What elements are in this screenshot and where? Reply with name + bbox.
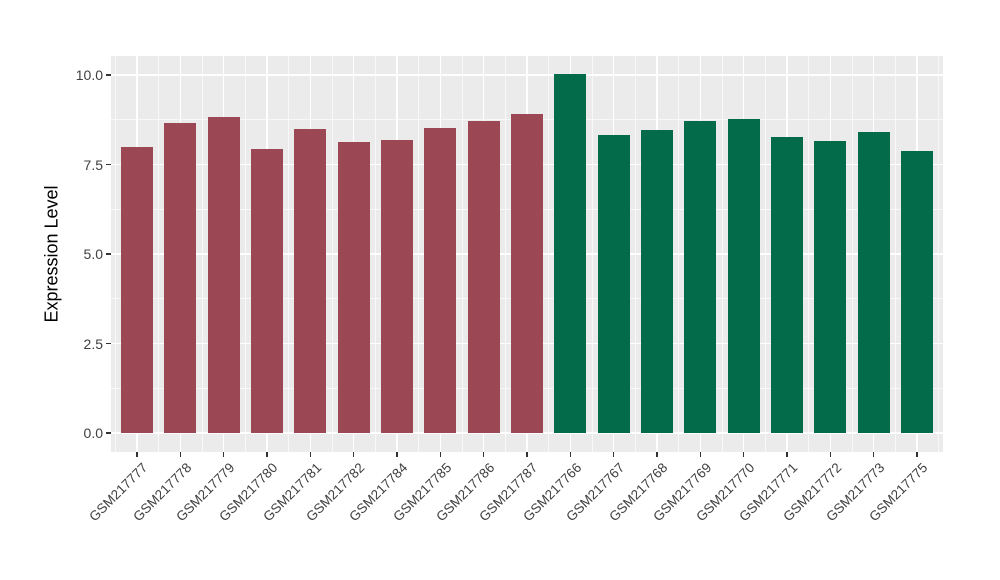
- bar-GSM217771: [771, 136, 803, 433]
- x-tick: [353, 452, 355, 457]
- x-tick: [136, 452, 138, 457]
- bar-GSM217767: [597, 134, 630, 433]
- gridline-minor-vertical: [548, 56, 550, 452]
- y-tick-label: 5.0: [83, 246, 103, 262]
- bar-GSM217779: [207, 116, 240, 433]
- bar-GSM217782: [337, 141, 370, 433]
- gridline-minor-vertical: [504, 56, 506, 452]
- bar-GSM217773: [857, 132, 890, 433]
- gridline-minor-vertical: [374, 56, 376, 452]
- bar-GSM217766: [554, 74, 587, 433]
- y-tick-label: 0.0: [83, 425, 103, 441]
- gridline-minor-vertical: [634, 56, 636, 452]
- gridline-minor-vertical: [938, 56, 940, 452]
- gridline-minor-vertical: [201, 56, 203, 452]
- bar-GSM217781: [294, 128, 327, 433]
- x-tick: [699, 452, 701, 457]
- y-tick-label: 7.5: [83, 156, 103, 173]
- bar-GSM217784: [381, 139, 413, 433]
- x-tick: [309, 452, 311, 457]
- y-tick: [106, 253, 111, 255]
- plot-panel: [111, 56, 943, 452]
- gridline-minor-vertical: [158, 56, 160, 452]
- gridline-minor-vertical: [808, 56, 810, 452]
- gridline-minor-vertical: [288, 56, 290, 452]
- y-tick: [106, 163, 111, 166]
- bar-GSM217778: [164, 122, 197, 433]
- gridline-minor-vertical: [244, 56, 246, 452]
- y-tick-label: 2.5: [83, 335, 103, 352]
- x-tick: [223, 452, 225, 457]
- x-tick: [656, 452, 658, 457]
- bar-GSM217785: [424, 127, 457, 433]
- bar-GSM217777: [121, 146, 153, 433]
- y-tick: [106, 432, 111, 434]
- gridline-minor-vertical: [114, 56, 116, 452]
- x-tick: [439, 452, 441, 457]
- x-tick: [829, 452, 831, 457]
- x-tick: [526, 452, 528, 457]
- bar-GSM217775: [901, 150, 933, 433]
- bar-GSM217772: [814, 140, 847, 433]
- x-tick: [743, 452, 745, 457]
- y-tick: [106, 74, 111, 76]
- x-tick: [916, 452, 918, 457]
- gridline-minor-vertical: [678, 56, 680, 452]
- y-tick-label: 10.0: [75, 67, 103, 83]
- x-tick: [266, 452, 268, 457]
- gridline-minor-vertical: [894, 56, 896, 452]
- bar-GSM217770: [727, 119, 760, 433]
- gridline-minor-vertical: [764, 56, 766, 452]
- gridline-minor-vertical: [418, 56, 420, 452]
- x-tick: [179, 452, 181, 457]
- gridline-minor-vertical: [591, 56, 593, 452]
- bar-GSM217769: [684, 121, 717, 433]
- gridline-minor-vertical: [331, 56, 333, 452]
- x-tick: [613, 452, 615, 457]
- x-tick: [483, 452, 485, 457]
- bar-GSM217786: [467, 120, 500, 433]
- gridline-minor-vertical: [461, 56, 463, 452]
- x-tick: [396, 452, 398, 457]
- bar-GSM217787: [511, 114, 543, 433]
- x-tick: [569, 452, 571, 457]
- bar-GSM217780: [251, 149, 283, 433]
- x-tick: [786, 452, 788, 457]
- x-tick: [873, 452, 875, 457]
- gridline-minor-vertical: [721, 56, 723, 452]
- gridline-minor-vertical: [851, 56, 853, 452]
- bar-GSM217768: [641, 130, 673, 433]
- y-tick: [106, 342, 111, 345]
